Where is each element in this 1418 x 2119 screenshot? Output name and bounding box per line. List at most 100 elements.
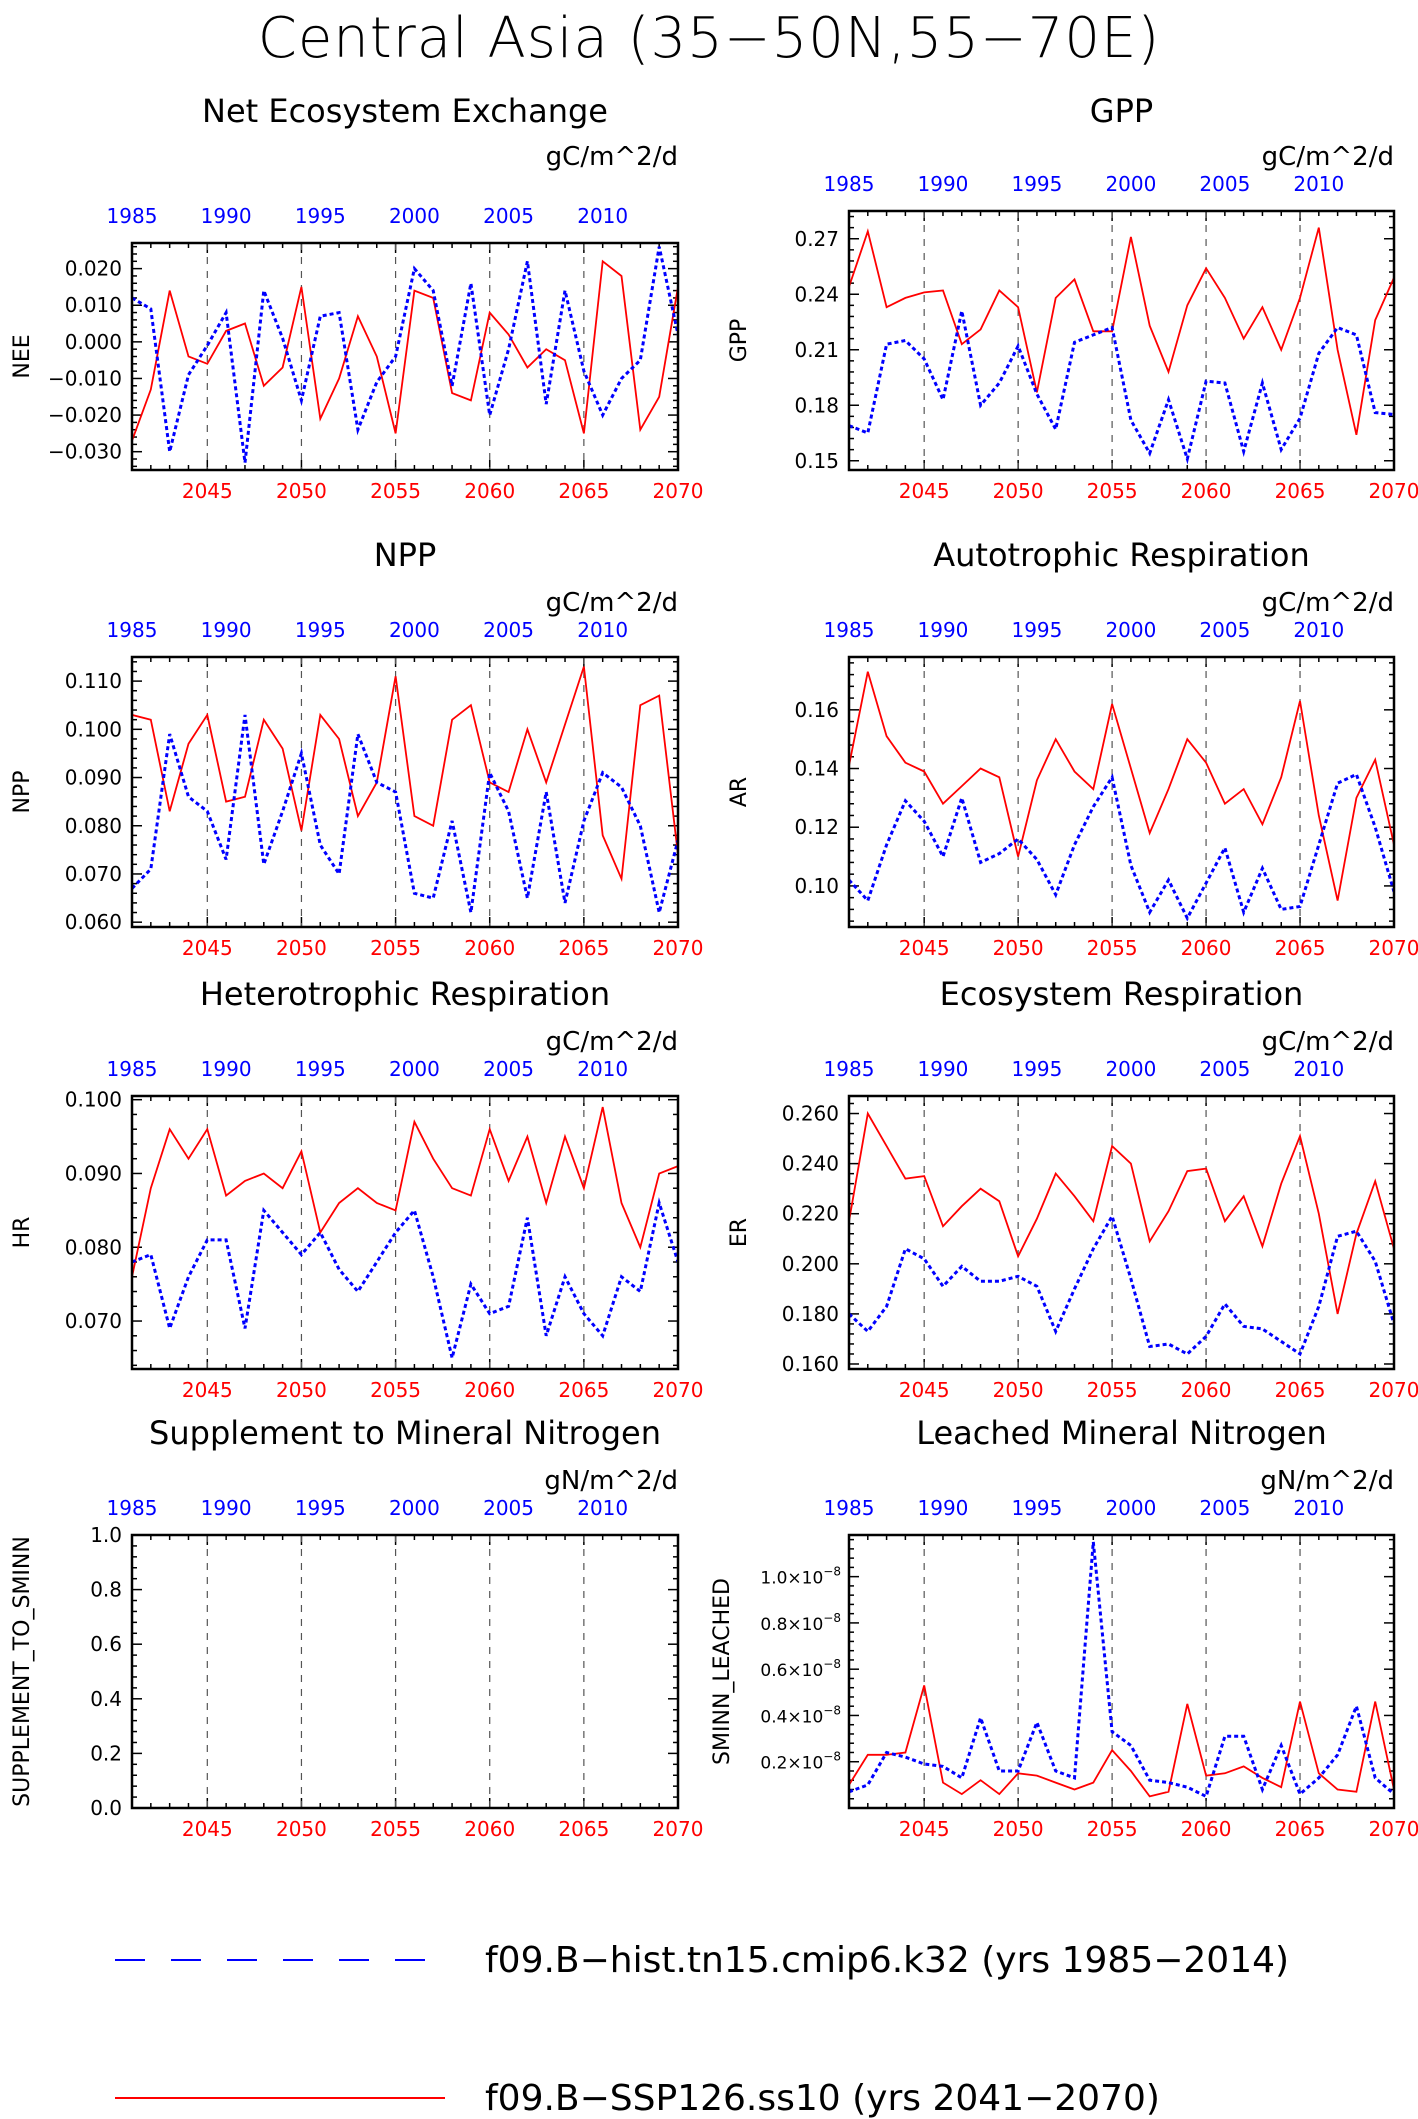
x-tick-label: 2055 xyxy=(1087,479,1138,503)
top-tick-label: 1985 xyxy=(107,204,158,228)
top-tick-label: 1995 xyxy=(1011,1496,1062,1520)
y-tick-label: 0.10 xyxy=(794,874,839,898)
x-tick-label: 2060 xyxy=(1181,479,1232,503)
plot-area xyxy=(132,1096,678,1369)
y-tick-label: 0.21 xyxy=(794,338,839,362)
x-tick-label: 2060 xyxy=(1181,1378,1232,1402)
x-tick-label: 2045 xyxy=(899,479,950,503)
top-tick-label: 2000 xyxy=(389,618,440,642)
y-tick-label: 0.15 xyxy=(794,449,839,473)
top-tick-label: 1995 xyxy=(295,1496,346,1520)
y-tick-label: 0.000 xyxy=(65,330,122,354)
panel-title: Autotrophic Respiration xyxy=(933,536,1310,574)
panel-title: Leached Mineral Nitrogen xyxy=(916,1414,1327,1452)
y-tick-label: 1.0 xyxy=(90,1523,122,1547)
x-tick-label: 2065 xyxy=(558,1378,609,1402)
x-tick-label: 2050 xyxy=(276,479,327,503)
x-tick-label: 2045 xyxy=(182,479,233,503)
plot-frame xyxy=(847,655,1396,929)
y-tick-label: 0.260 xyxy=(782,1102,839,1126)
x-tick-label: 2070 xyxy=(653,1817,704,1841)
panel-title: Net Ecosystem Exchange xyxy=(202,92,608,130)
top-tick-label: 1995 xyxy=(295,204,346,228)
panel-title: Ecosystem Respiration xyxy=(940,975,1304,1013)
panel-title: Supplement to Mineral Nitrogen xyxy=(149,1414,661,1452)
x-tick-label: 2055 xyxy=(1087,1378,1138,1402)
x-tick-label: 2050 xyxy=(276,1378,327,1402)
units-label: gC/m^2/d xyxy=(546,1027,678,1057)
top-tick-label: 1985 xyxy=(107,1057,158,1081)
y-tick-label: −0.030 xyxy=(48,440,122,464)
y-axis-label: SMINN_LEACHED xyxy=(710,1578,735,1765)
y-axis-label: NEE xyxy=(10,334,35,378)
y-tick-label: 0.010 xyxy=(65,293,122,317)
y-tick-label: 0.070 xyxy=(65,1309,122,1333)
y-tick-label: 0.080 xyxy=(65,1235,122,1259)
panel-heterotrophic-respiration: Heterotrophic Respiration gC/m^2/d 1985 199… xyxy=(10,975,703,1402)
series-line-f09-b-ssp126-ss10 xyxy=(132,259,678,442)
x-tick-label: 2070 xyxy=(1369,1378,1418,1402)
units-label: gC/m^2/d xyxy=(546,142,678,172)
y-tick-label: −0.020 xyxy=(48,403,122,427)
series-line-f09-b-ssp126-ss10 xyxy=(849,671,1394,901)
panel-net-ecosystem-exchange: Net Ecosystem Exchange gC/m^2/d 1985 1990 19… xyxy=(10,92,703,503)
x-tick-label: 2065 xyxy=(1275,936,1326,960)
x-tick-label: 2060 xyxy=(464,936,515,960)
top-tick-label: 2010 xyxy=(577,1057,628,1081)
y-tick-label: 0.200 xyxy=(782,1252,839,1276)
top-tick-label: 2010 xyxy=(1293,1057,1344,1081)
top-tick-label: 1985 xyxy=(824,618,875,642)
panel-title: Heterotrophic Respiration xyxy=(200,975,610,1013)
x-tick-label: 2060 xyxy=(464,1378,515,1402)
panel-leached-mineral-nitrogen: Leached Mineral Nitrogen gN/m^2/d 1985 1990… xyxy=(710,1414,1418,1841)
x-tick-label: 2070 xyxy=(1369,479,1418,503)
x-tick-label: 2045 xyxy=(182,1817,233,1841)
top-tick-label: 2005 xyxy=(483,1057,534,1081)
x-tick-label: 2045 xyxy=(899,1378,950,1402)
y-tick-label: 0.110 xyxy=(65,669,122,693)
panel-title: GPP xyxy=(1090,92,1153,130)
series-line-f09-b-hist-tn15-cmip6-k32 xyxy=(849,1212,1394,1357)
x-tick-label: 2050 xyxy=(993,936,1044,960)
x-tick-label: 2055 xyxy=(370,936,421,960)
series-line-f09-b-ssp126-ss10 xyxy=(132,1106,678,1277)
x-tick-label: 2050 xyxy=(993,1817,1044,1841)
units-label: gN/m^2/d xyxy=(1260,1466,1394,1496)
x-tick-label: 2065 xyxy=(1275,1378,1326,1402)
units-label: gN/m^2/d xyxy=(544,1466,678,1496)
top-tick-label: 2005 xyxy=(1199,1496,1250,1520)
plot-area xyxy=(849,211,1394,470)
x-tick-label: 2070 xyxy=(1369,936,1418,960)
top-tick-label: 1995 xyxy=(1011,1057,1062,1081)
y-tick-label: 0.24 xyxy=(794,282,839,306)
units-label: gC/m^2/d xyxy=(546,588,678,618)
x-tick-label: 2065 xyxy=(558,479,609,503)
top-tick-label: 1990 xyxy=(918,1057,969,1081)
panel-title: NPP xyxy=(374,536,437,574)
top-tick-label: 2000 xyxy=(1105,1496,1156,1520)
plot-frame xyxy=(847,1533,1396,1810)
top-tick-label: 2000 xyxy=(1105,618,1156,642)
y-axis-label: AR xyxy=(727,777,752,807)
x-tick-label: 2060 xyxy=(464,1817,515,1841)
y-axis-label: SUPPLEMENT_TO_SMINN xyxy=(10,1536,35,1807)
legend-ssp-label: f09.B−SSP126.ss10 (yrs 2041−2070) xyxy=(485,2078,1160,2119)
plot-frame xyxy=(847,1094,1396,1371)
panel-supplement-to-mineral-nitrogen: Supplement to Mineral Nitrogen gN/m^2/d 19… xyxy=(10,1414,703,1841)
top-tick-label: 1990 xyxy=(201,618,252,642)
x-tick-label: 2045 xyxy=(899,936,950,960)
x-tick-label: 2060 xyxy=(464,479,515,503)
y-tick-label: 0.090 xyxy=(65,766,122,790)
top-tick-label: 1985 xyxy=(824,1496,875,1520)
series-line-f09-b-hist-tn15-cmip6-k32 xyxy=(849,1541,1394,1799)
y-tick-label: 0.2×10−8 xyxy=(760,1750,841,1774)
plot-area xyxy=(849,1096,1394,1369)
top-tick-label: 2010 xyxy=(577,618,628,642)
plot-frame xyxy=(130,1533,680,1810)
x-tick-label: 2045 xyxy=(182,936,233,960)
x-tick-label: 2055 xyxy=(1087,936,1138,960)
x-tick-label: 2055 xyxy=(370,479,421,503)
top-tick-label: 1985 xyxy=(824,172,875,196)
top-tick-label: 1985 xyxy=(107,1496,158,1520)
